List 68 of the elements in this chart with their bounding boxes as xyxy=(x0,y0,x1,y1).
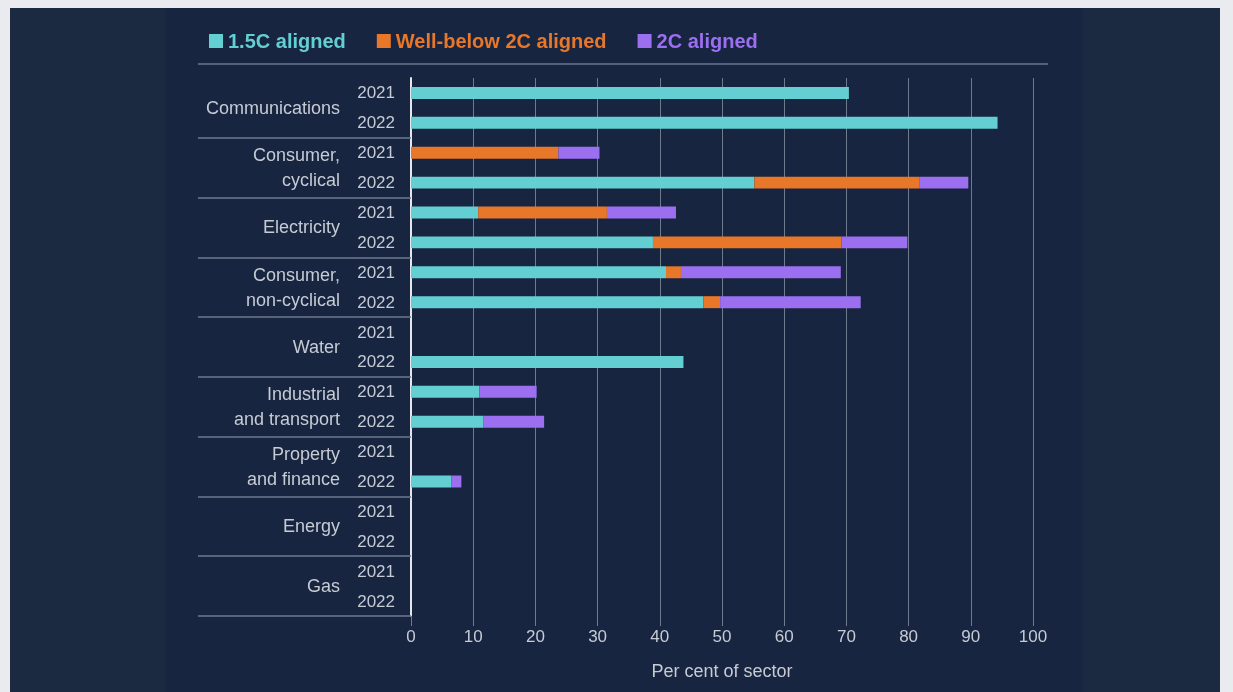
bar xyxy=(754,176,920,189)
x-axis-title: Per cent of sector xyxy=(651,661,793,681)
bar xyxy=(720,296,861,309)
y-tick-label: 2021 xyxy=(357,442,395,462)
y-tick-label: 2022 xyxy=(357,292,395,312)
bar xyxy=(703,296,721,309)
y-tick-label: 2021 xyxy=(357,501,395,521)
bar xyxy=(411,355,684,368)
bar xyxy=(411,116,998,129)
y-tick-label: 2022 xyxy=(357,232,395,252)
legend-label: 1.5C aligned xyxy=(228,30,346,52)
bar xyxy=(411,176,755,189)
y-tick-label: 2022 xyxy=(357,591,395,611)
y-tick-label: 2021 xyxy=(357,382,395,402)
text: Energy xyxy=(282,516,340,537)
y-tick-label: 2022 xyxy=(357,173,395,193)
text: Electricity xyxy=(262,217,340,238)
text: Water xyxy=(292,337,340,357)
bar xyxy=(411,266,667,279)
bar xyxy=(558,146,600,159)
y-tick-label: 2022 xyxy=(357,113,395,133)
bar xyxy=(411,296,704,309)
y-tick-label: 2021 xyxy=(357,561,395,581)
x-tick-label: 40 xyxy=(650,627,670,646)
x-tick-label: 20 xyxy=(525,627,545,646)
y-tick-label: 2022 xyxy=(357,531,395,551)
x-tick-label: 0 xyxy=(406,627,416,646)
x-tick-label: 70 xyxy=(836,627,856,646)
text: Communications xyxy=(205,97,340,118)
x-tick-label: 10 xyxy=(463,627,483,646)
x-tick-label: 30 xyxy=(588,627,608,646)
bar xyxy=(451,475,462,488)
bar xyxy=(411,206,479,219)
bar xyxy=(479,385,537,398)
x-tick-label: 90 xyxy=(961,627,981,646)
text: Property and finance xyxy=(246,444,340,490)
x-tick-label: 100 xyxy=(1018,627,1048,646)
y-tick-label: 2021 xyxy=(357,83,395,103)
bar xyxy=(841,236,908,249)
bar xyxy=(478,206,607,219)
text: Industrial and transport xyxy=(233,384,340,430)
bar xyxy=(411,385,480,398)
bar xyxy=(606,206,676,219)
bar xyxy=(483,415,545,428)
x-tick-label: 80 xyxy=(899,627,919,646)
text: Consumer, cyclical xyxy=(252,145,340,191)
bar xyxy=(919,176,969,189)
x-tick-label: 60 xyxy=(774,627,794,646)
legend-label: 2C aligned xyxy=(656,30,758,52)
bar xyxy=(411,146,559,159)
y-tick-label: 2021 xyxy=(357,262,395,282)
y-tick-label: 2021 xyxy=(357,203,395,222)
y-tick-label: 2022 xyxy=(357,412,395,432)
y-tick-label: 2021 xyxy=(357,143,395,163)
x-tick-label: 50 xyxy=(712,627,732,646)
text: Consumer, non-cyclical xyxy=(245,264,340,310)
legend-label: Well-below 2C aligned xyxy=(395,30,607,52)
bar xyxy=(411,415,484,428)
bar xyxy=(666,266,681,279)
y-tick-label: 2022 xyxy=(357,352,395,372)
bar xyxy=(411,86,849,99)
y-tick-label: 2021 xyxy=(357,322,395,342)
bar xyxy=(652,236,842,249)
text: Gas xyxy=(306,576,340,597)
bar xyxy=(411,236,653,249)
bar xyxy=(411,475,452,488)
y-tick-label: 2022 xyxy=(357,472,395,491)
bar xyxy=(680,266,841,279)
